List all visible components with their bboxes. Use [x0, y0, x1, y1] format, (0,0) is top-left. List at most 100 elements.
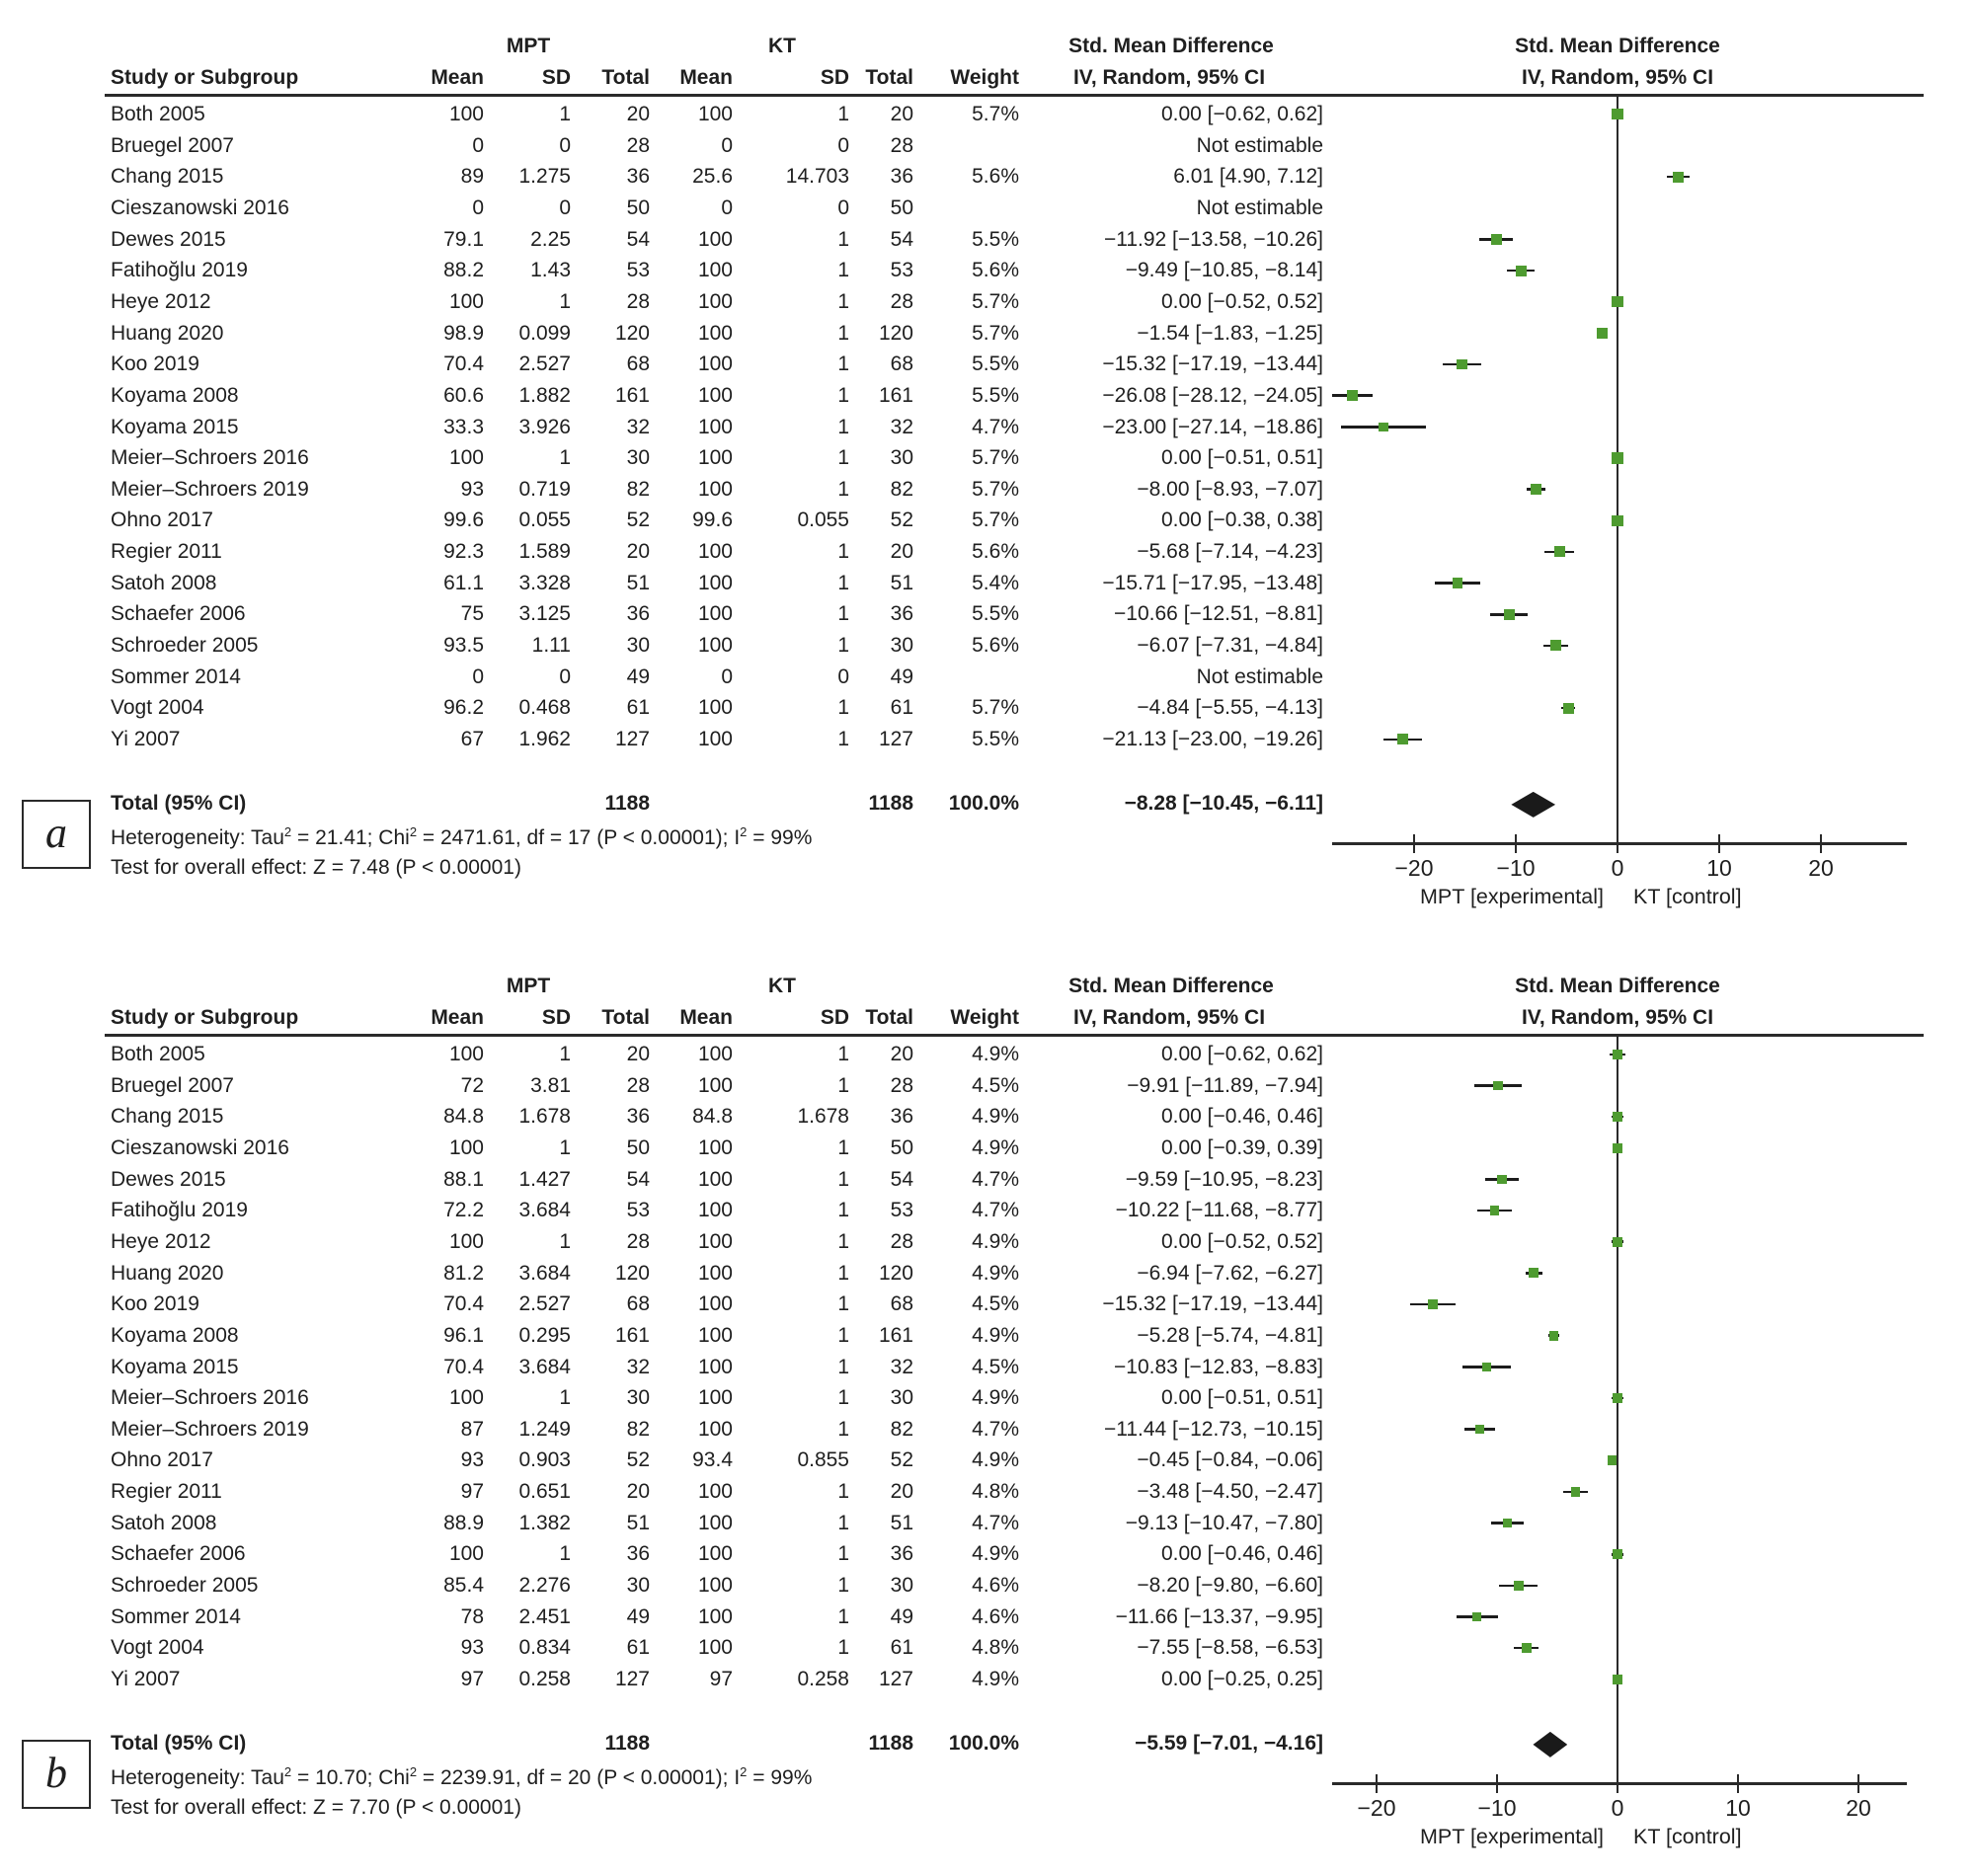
- total-ctrl-cell: 28: [890, 289, 913, 313]
- total-ctrl-cell: 120: [878, 1261, 913, 1285]
- sd-ctrl-cell: 1: [837, 1386, 849, 1410]
- total-ctrl-cell: 28: [890, 133, 913, 157]
- smd-ci-cell: −11.66 [−13.37, −9.95]: [1115, 1604, 1323, 1628]
- group-header-control: KT: [768, 975, 796, 997]
- sd-exp-cell: 1.11: [531, 634, 571, 658]
- sd-exp-cell: 3.328: [518, 571, 571, 594]
- study-name: Both 2005: [111, 103, 205, 125]
- mean-exp-cell: 89: [460, 165, 484, 189]
- overall-effect-text: Test for overall effect: Z = 7.70 (P < 0…: [111, 1796, 521, 1819]
- total-exp-cell: 30: [626, 446, 650, 470]
- smd-ci-cell: −8.00 [−8.93, −7.07]: [1137, 477, 1323, 501]
- mean-exp-cell: 81.2: [443, 1261, 484, 1285]
- mean-ctrl-cell: 100: [697, 634, 733, 658]
- total-ctrl-cell: 127: [878, 1668, 913, 1690]
- mean-exp-cell: 72: [460, 1073, 484, 1097]
- total-exp-cell: 120: [614, 321, 650, 345]
- mean-exp-cell: 92.3: [443, 540, 484, 564]
- x-axis-tick: [1412, 834, 1416, 853]
- total-exp-cell: 30: [626, 634, 650, 658]
- sd-ctrl-cell: 1: [837, 602, 849, 626]
- sd-ctrl-cell: 0: [837, 664, 849, 688]
- panel-label-letter: a: [45, 808, 67, 857]
- total-ctrl-cell: 61: [890, 1636, 913, 1660]
- sd-exp-cell: 3.926: [518, 415, 571, 438]
- x-axis-tick-label: 0: [1611, 1795, 1624, 1821]
- mean-ctrl-cell: 100: [697, 1043, 733, 1065]
- effect-marker: [1553, 546, 1565, 558]
- mean-exp-cell: 85.4: [443, 1574, 484, 1598]
- sd-ctrl-cell: 1: [837, 540, 849, 564]
- smd-ci-cell: −26.08 [−28.12, −24.05]: [1102, 383, 1323, 407]
- sd-ctrl-cell: 1: [837, 1355, 849, 1378]
- weight-cell: 4.6%: [972, 1604, 1019, 1628]
- weight-cell: 5.7%: [972, 289, 1019, 313]
- study-name: Schroeder 2005: [111, 1574, 259, 1598]
- mean-exp-cell: 100: [448, 103, 484, 125]
- weight-cell: 5.6%: [972, 259, 1019, 282]
- sd-exp-cell: 1: [559, 1135, 571, 1159]
- weight-cell: [908, 662, 1019, 693]
- mean-ctrl-cell: 84.8: [692, 1105, 733, 1129]
- mean-ctrl-cell: 100: [697, 1292, 733, 1316]
- effect-marker: [1522, 1643, 1532, 1653]
- total-ctrl-cell: 49: [890, 1604, 913, 1628]
- x-axis-tick: [1717, 834, 1721, 853]
- study-name: Fatihoğlu 2019: [111, 259, 248, 282]
- mean-exp-cell: 0: [472, 195, 484, 219]
- mean-exp-cell: 98.9: [443, 321, 484, 345]
- total-smd-ci: −5.59 [−7.01, −4.16]: [1135, 1732, 1323, 1755]
- column-header-sd-ctrl: SD: [820, 66, 849, 89]
- sd-exp-cell: 0.903: [518, 1448, 571, 1472]
- effect-marker: [1497, 1174, 1507, 1185]
- study-name: Chang 2015: [111, 1105, 224, 1129]
- sd-exp-cell: 1: [559, 289, 571, 313]
- column-header-total-exp: Total: [601, 1006, 650, 1029]
- mean-exp-cell: 97: [460, 1480, 484, 1504]
- total-ctrl-cell: 32: [890, 1355, 913, 1378]
- total-exp-cell: 30: [626, 1386, 650, 1410]
- effect-marker: [1612, 109, 1623, 120]
- mean-ctrl-cell: 100: [697, 1167, 733, 1191]
- x-axis-tick-label: −20: [1357, 1795, 1396, 1821]
- effect-marker: [1607, 1455, 1618, 1466]
- smd-ci-cell: −15.71 [−17.95, −13.48]: [1102, 571, 1323, 594]
- smd-ci-cell: −5.28 [−5.74, −4.81]: [1137, 1323, 1323, 1347]
- mean-exp-cell: 87: [460, 1417, 484, 1441]
- sd-ctrl-cell: 1: [837, 1135, 849, 1159]
- total-ctrl-cell: 120: [878, 321, 913, 345]
- total-ctrl-cell: 36: [890, 602, 913, 626]
- smd-ci-cell: −9.59 [−10.95, −8.23]: [1125, 1167, 1323, 1191]
- total-exp-cell: 51: [626, 1511, 650, 1534]
- total-exp-cell: 68: [626, 1292, 650, 1316]
- mean-exp-cell: 99.6: [443, 508, 484, 532]
- mean-ctrl-cell: 100: [697, 383, 733, 407]
- total-ctrl-cell: 61: [890, 696, 913, 720]
- column-header-study: Study or Subgroup: [111, 1006, 299, 1029]
- sd-exp-cell: 1.678: [518, 1105, 571, 1129]
- weight-cell: 5.5%: [972, 227, 1019, 251]
- mean-exp-cell: 100: [448, 1043, 484, 1065]
- total-exp-cell: 36: [626, 602, 650, 626]
- smd-ci-cell: −6.07 [−7.31, −4.84]: [1137, 634, 1323, 658]
- sd-ctrl-cell: 1: [837, 103, 849, 125]
- mean-ctrl-cell: 93.4: [692, 1448, 733, 1472]
- sd-exp-cell: 1.249: [518, 1417, 571, 1441]
- weight-cell: 5.6%: [972, 165, 1019, 189]
- x-axis-label-experimental: MPT [experimental]: [1419, 1825, 1604, 1848]
- zero-effect-line: [1616, 97, 1619, 842]
- smd-ci-cell: −7.55 [−8.58, −6.53]: [1137, 1636, 1323, 1660]
- effect-marker: [1514, 1581, 1524, 1591]
- mean-exp-cell: 93: [460, 1636, 484, 1660]
- sd-ctrl-cell: 1: [837, 321, 849, 345]
- study-name: Heye 2012: [111, 1229, 211, 1253]
- effect-marker: [1472, 1611, 1482, 1622]
- mean-exp-cell: 100: [448, 1229, 484, 1253]
- mean-ctrl-cell: 100: [697, 259, 733, 282]
- smd-ci-cell: −11.92 [−13.58, −10.26]: [1103, 227, 1323, 251]
- study-name: Regier 2011: [111, 540, 222, 564]
- column-header-study: Study or Subgroup: [111, 66, 299, 89]
- total-exp-cell: 49: [626, 664, 650, 688]
- total-exp-cell: 52: [626, 1448, 650, 1472]
- sd-exp-cell: 2.527: [518, 1292, 571, 1316]
